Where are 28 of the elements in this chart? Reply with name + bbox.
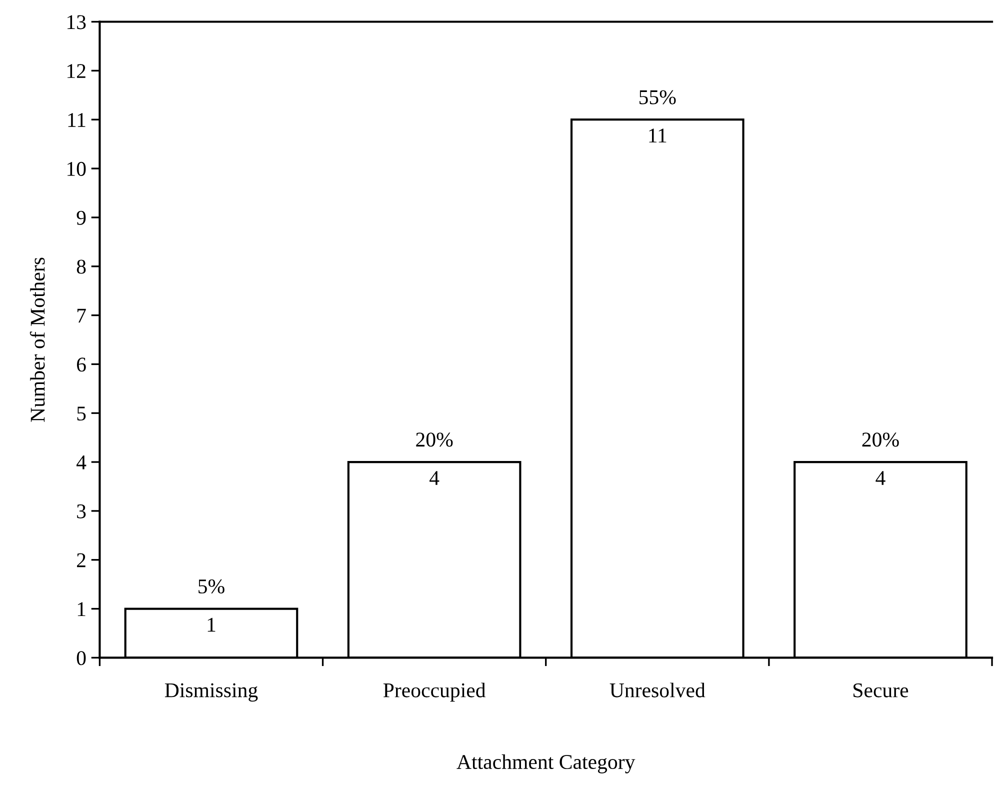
y-axis-title: Number of Mothers [30, 258, 45, 422]
annotation: 20% [862, 432, 899, 447]
y-tick-label: 9 [76, 210, 86, 225]
y-tick-label: 7 [77, 308, 86, 322]
data-label: 4 [876, 471, 886, 485]
y-tick-label: 3 [77, 504, 86, 518]
data-label: 1 [208, 618, 216, 632]
x-tick-label: Secure [854, 683, 908, 698]
annotation: 55% [640, 90, 676, 104]
y-tick-label: 12 [68, 64, 86, 78]
y-tick-label: 1 [78, 602, 86, 616]
data-label: 11 [649, 128, 666, 142]
y-tick-label: 13 [68, 15, 86, 30]
y-tick-label: 0 [76, 651, 86, 666]
y-tick-label: 10 [68, 162, 86, 176]
x-tick-label: Unresolved [610, 682, 706, 698]
data-label: 4 [430, 471, 440, 485]
annotation: 20% [416, 432, 453, 447]
y-tick-label: 4 [76, 456, 86, 470]
y-tick-label: 6 [76, 358, 86, 372]
y-tick-label: 11 [68, 113, 86, 127]
x-tick-label: Dismissing [164, 683, 258, 702]
x-tick-label: Preoccupied [383, 682, 486, 702]
x-axis-title: Attachment Category [456, 754, 636, 774]
y-tick-label: 8 [76, 260, 86, 274]
y-tick-label: 2 [77, 553, 86, 568]
annotation: 5% [198, 579, 224, 594]
y-tick-label: 5 [77, 406, 86, 421]
